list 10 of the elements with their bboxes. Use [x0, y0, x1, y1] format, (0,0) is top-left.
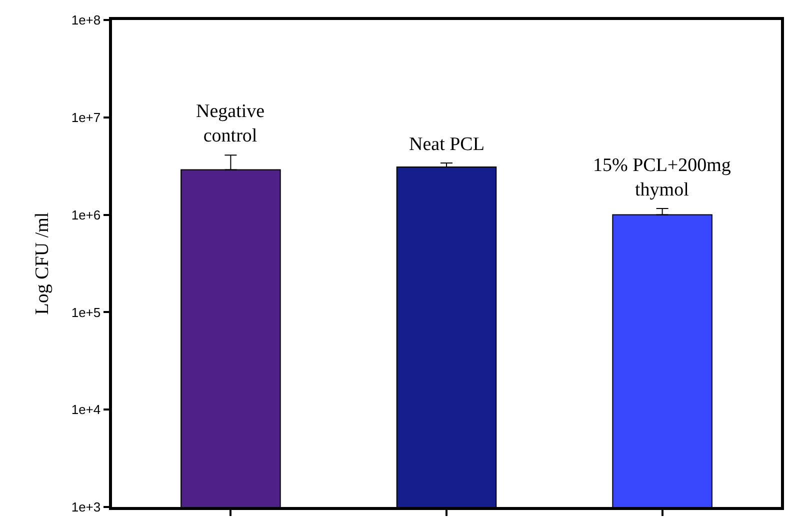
x-tick-label: Negative control: [196, 101, 265, 147]
x-tick-label: Neat PCL: [409, 134, 484, 155]
y-tick-label: 1e+5: [71, 304, 101, 320]
y-tick-label: 1e+4: [71, 402, 101, 418]
y-axis-title: Log CFU /ml: [32, 212, 54, 315]
x-tick-label: 15% PCL+200mg thymol: [593, 155, 732, 201]
y-tick-label: 1e+6: [71, 207, 101, 222]
y-tick-label: 1e+8: [71, 12, 101, 28]
y-tick-label: 1e+3: [71, 500, 101, 515]
y-tick-label: 1e+7: [71, 110, 101, 125]
